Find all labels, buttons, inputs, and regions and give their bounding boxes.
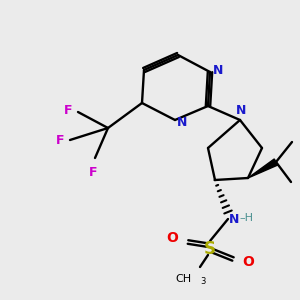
Text: O: O — [242, 255, 254, 269]
Text: CH: CH — [176, 274, 192, 284]
Text: N: N — [236, 104, 246, 117]
Text: N: N — [229, 213, 239, 226]
Text: S: S — [204, 240, 216, 258]
Text: F: F — [64, 104, 72, 118]
Text: O: O — [166, 231, 178, 245]
Text: N: N — [177, 116, 188, 128]
Text: F: F — [89, 166, 97, 179]
Text: –H: –H — [239, 213, 253, 223]
Polygon shape — [248, 159, 278, 178]
Text: 3: 3 — [200, 277, 206, 286]
Text: N: N — [213, 64, 224, 77]
Text: F: F — [56, 134, 64, 146]
